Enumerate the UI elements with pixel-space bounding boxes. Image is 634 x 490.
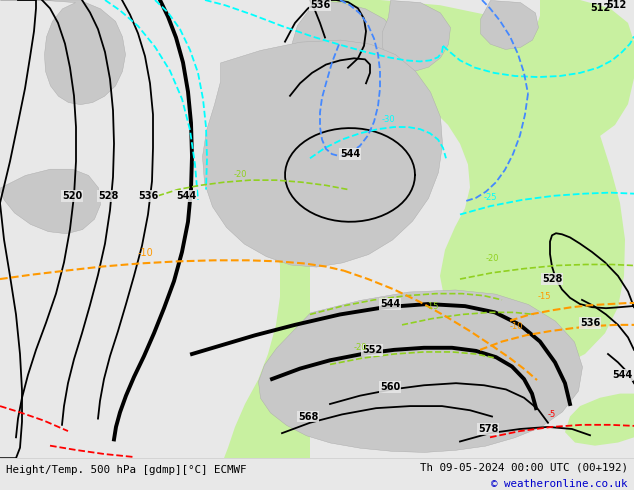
- Text: 536: 536: [580, 318, 600, 328]
- Text: 552: 552: [362, 345, 382, 355]
- Text: -20: -20: [233, 171, 247, 179]
- Text: -10: -10: [137, 248, 153, 258]
- Text: 512: 512: [606, 0, 626, 10]
- Text: 560: 560: [380, 382, 400, 392]
- Text: -20: -20: [353, 343, 366, 352]
- Text: -5: -5: [548, 410, 556, 419]
- Text: 544: 544: [612, 370, 632, 380]
- Text: 528: 528: [98, 191, 118, 201]
- Text: 528: 528: [542, 274, 562, 284]
- Text: -20: -20: [485, 254, 499, 263]
- Text: © weatheronline.co.uk: © weatheronline.co.uk: [491, 479, 628, 490]
- Text: 520: 520: [62, 191, 82, 201]
- Text: Height/Temp. 500 hPa [gdmp][°C] ECMWF: Height/Temp. 500 hPa [gdmp][°C] ECMWF: [6, 465, 247, 475]
- Text: 536: 536: [138, 191, 158, 201]
- Text: -10: -10: [509, 322, 523, 331]
- Text: Th 09-05-2024 00:00 UTC (00+192): Th 09-05-2024 00:00 UTC (00+192): [420, 462, 628, 472]
- Text: 544: 544: [176, 191, 196, 201]
- Text: -25: -25: [483, 194, 497, 202]
- Text: 544: 544: [340, 149, 360, 159]
- Text: 568: 568: [298, 412, 318, 421]
- Text: -15: -15: [425, 302, 439, 311]
- Text: -30: -30: [381, 115, 395, 124]
- Text: -15: -15: [537, 292, 551, 301]
- Text: 544: 544: [380, 299, 400, 309]
- Text: 536: 536: [310, 0, 330, 10]
- Text: 578: 578: [478, 424, 498, 434]
- Text: 512: 512: [590, 3, 610, 13]
